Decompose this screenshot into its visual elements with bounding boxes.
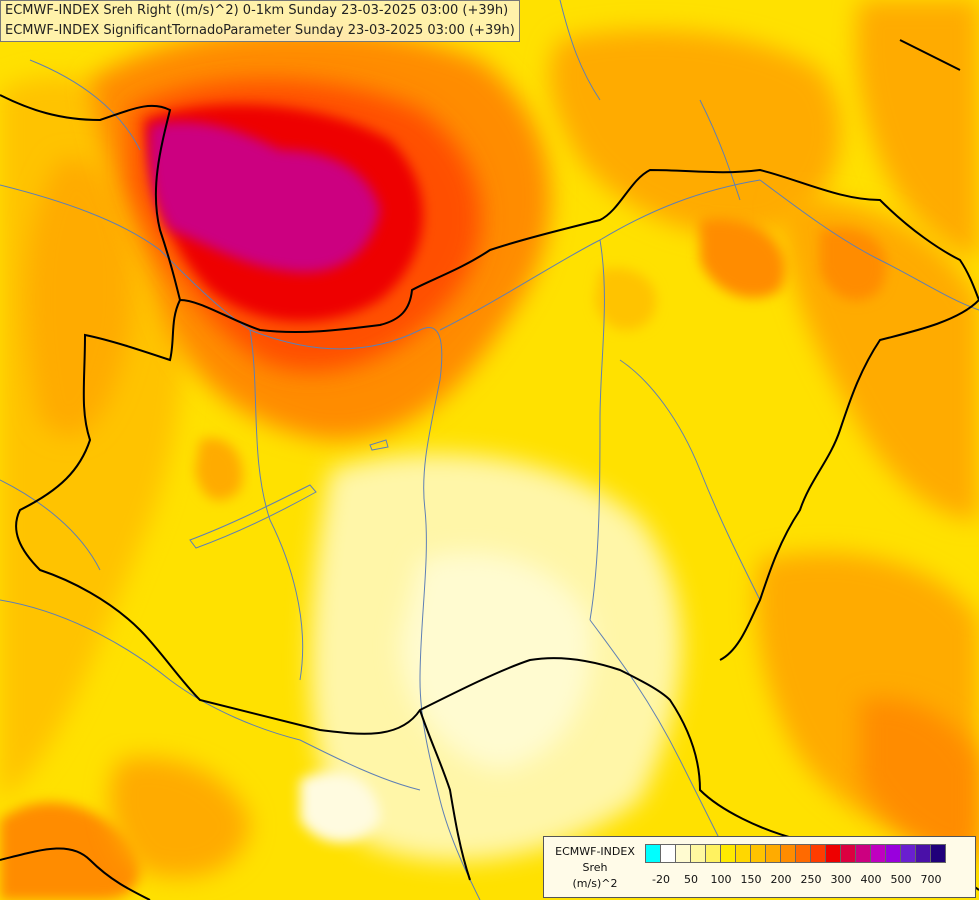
- legend-swatch: [915, 844, 931, 863]
- legend-swatch: [765, 844, 781, 863]
- legend-swatch: [705, 844, 721, 863]
- legend-variable-label: Sreh: [582, 861, 608, 874]
- legend-tick-label: -20: [652, 873, 670, 886]
- legend-tick-label: 200: [770, 873, 792, 886]
- map-title-box: ECMWF-INDEX Sreh Right ((m/s)^2) 0-1km S…: [0, 0, 520, 42]
- legend-model-label: ECMWF-INDEX: [555, 845, 635, 858]
- legend-swatch: [660, 844, 676, 863]
- legend-swatch: [750, 844, 766, 863]
- legend-tick-label: 100: [710, 873, 732, 886]
- legend-swatch: [840, 844, 856, 863]
- legend-tick-label: 300: [830, 873, 852, 886]
- legend-unit-label: (m/s)^2: [572, 877, 618, 890]
- legend-swatch: [735, 844, 751, 863]
- legend-swatch: [645, 844, 661, 863]
- borders-layer: [0, 39, 979, 900]
- legend-tick-label: 50: [684, 873, 698, 886]
- title-line-stp: ECMWF-INDEX SignificantTornadoParameter …: [5, 23, 515, 38]
- title-line-sreh: ECMWF-INDEX Sreh Right ((m/s)^2) 0-1km S…: [5, 3, 509, 18]
- legend-tick-row: -20 50 100 150 200 250 300 400 500 700: [645, 873, 975, 889]
- legend-color-scale: [645, 844, 946, 863]
- legend-tick-label: 250: [800, 873, 822, 886]
- legend-swatch: [855, 844, 871, 863]
- legend-swatch: [690, 844, 706, 863]
- legend-tick-label: 150: [740, 873, 762, 886]
- legend-swatch: [885, 844, 901, 863]
- legend-swatch: [720, 844, 736, 863]
- legend-swatch: [930, 844, 946, 863]
- legend-tick-label: 400: [860, 873, 882, 886]
- legend-swatch: [900, 844, 916, 863]
- legend: ECMWF-INDEX Sreh (m/s)^2 -20 50 100 150 200 2…: [543, 836, 976, 898]
- legend-swatch: [675, 844, 691, 863]
- legend-swatch: [870, 844, 886, 863]
- legend-swatch: [795, 844, 811, 863]
- legend-tick-label: 500: [890, 873, 912, 886]
- legend-swatch: [780, 844, 796, 863]
- legend-tick-label: 700: [920, 873, 942, 886]
- legend-swatch: [810, 844, 826, 863]
- legend-swatch: [825, 844, 841, 863]
